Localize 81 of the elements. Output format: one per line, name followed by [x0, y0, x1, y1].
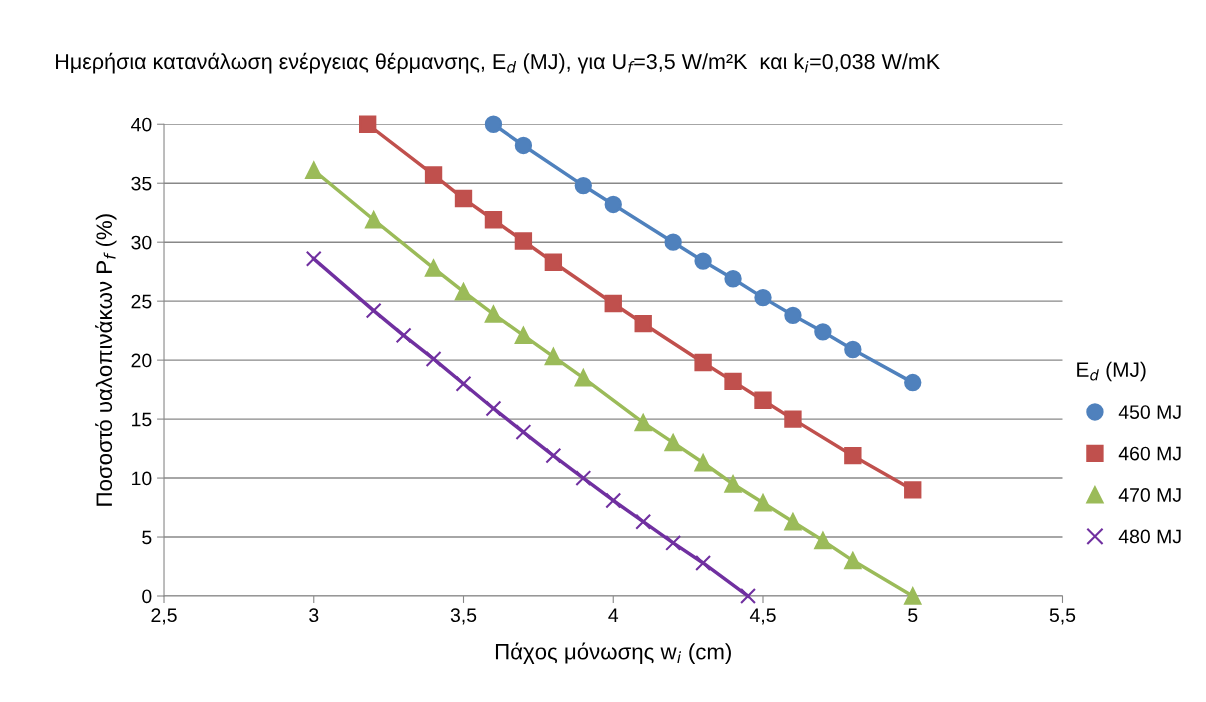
legend-label: 470 MJ: [1118, 488, 1181, 502]
point: [844, 446, 862, 465]
point: [784, 410, 802, 428]
point: [694, 353, 712, 372]
legend-label: 480 MJ: [1118, 529, 1181, 544]
point: [634, 413, 652, 432]
point: [665, 534, 682, 551]
x-tick-label: 5: [908, 608, 918, 623]
point: [724, 372, 742, 391]
point: [904, 481, 922, 499]
point: [740, 588, 757, 604]
point: [575, 470, 592, 487]
point: [514, 326, 533, 345]
x-tick-label: 3,5: [450, 608, 477, 625]
x-tick-label: 4,5: [749, 608, 776, 625]
point: [605, 492, 622, 509]
chart-title: Ημερήσια κατανάλωση ενέργειας θέρμανσης, E$_{d}$ (MJ), για U$_{f}$=3,5 W/m²K και k$_{i}$=0,038 W/mK: [56, 52, 940, 74]
point: [305, 161, 323, 179]
point: [514, 232, 533, 250]
point: [545, 447, 562, 464]
point: [634, 314, 652, 333]
point: [365, 302, 382, 319]
point: [454, 283, 473, 301]
point: [814, 531, 832, 550]
point: [844, 340, 862, 359]
point: [604, 294, 622, 313]
x-tick-label: 3: [309, 608, 319, 623]
point: [695, 554, 712, 571]
point: [724, 475, 742, 493]
y-axis-title: Ποσοστό υαλοπινάκων P$_{f}$ (%): [95, 214, 117, 506]
point: [784, 306, 802, 324]
y-tick-label: 25: [131, 294, 152, 309]
y-tick-label: 5: [142, 530, 152, 545]
point: [844, 551, 862, 570]
point: [515, 424, 532, 441]
point: [574, 369, 592, 387]
point: [664, 434, 682, 452]
point: [484, 211, 503, 229]
y-tick-label: 15: [132, 412, 152, 427]
point: [814, 323, 832, 341]
point: [754, 391, 772, 409]
point: [664, 233, 682, 251]
point: [484, 115, 503, 133]
y-tick-label: 0: [142, 589, 152, 604]
point: [485, 400, 502, 417]
legend-title: E$_{d}$ (MJ): [1077, 361, 1146, 382]
y-tick-label: 20: [131, 353, 152, 368]
point: [784, 513, 802, 531]
point: [455, 375, 472, 392]
point: [635, 513, 652, 530]
point: [574, 176, 592, 195]
legend-label: 450 MJ: [1118, 405, 1181, 419]
y-tick-label: 10: [132, 471, 152, 486]
point: [454, 189, 473, 208]
point: [395, 327, 412, 344]
point: [484, 305, 503, 323]
point: [364, 211, 383, 229]
point: [544, 253, 563, 271]
point: [358, 115, 377, 133]
point: [904, 373, 922, 392]
point: [694, 252, 712, 270]
x-tick-label: 2,5: [151, 608, 177, 625]
x-tick-label: 5,5: [1049, 608, 1076, 625]
y-tick-label: 35: [131, 176, 152, 191]
point: [904, 587, 922, 605]
point: [305, 250, 322, 267]
legend-label: 460 MJ: [1118, 446, 1181, 461]
point: [424, 166, 443, 184]
point: [694, 454, 712, 472]
point: [754, 494, 772, 512]
y-tick-label: 30: [131, 235, 152, 250]
point: [724, 270, 742, 288]
point: [754, 288, 772, 307]
y-tick-label: 40: [131, 117, 152, 132]
point: [604, 195, 622, 214]
point: [514, 136, 533, 155]
x-axis-title: Πάχος μόνωσης w$_{i}$ (cm): [495, 642, 731, 664]
point: [424, 259, 443, 277]
x-tick-label: 4: [608, 608, 619, 622]
point: [425, 350, 442, 367]
point: [544, 347, 563, 366]
